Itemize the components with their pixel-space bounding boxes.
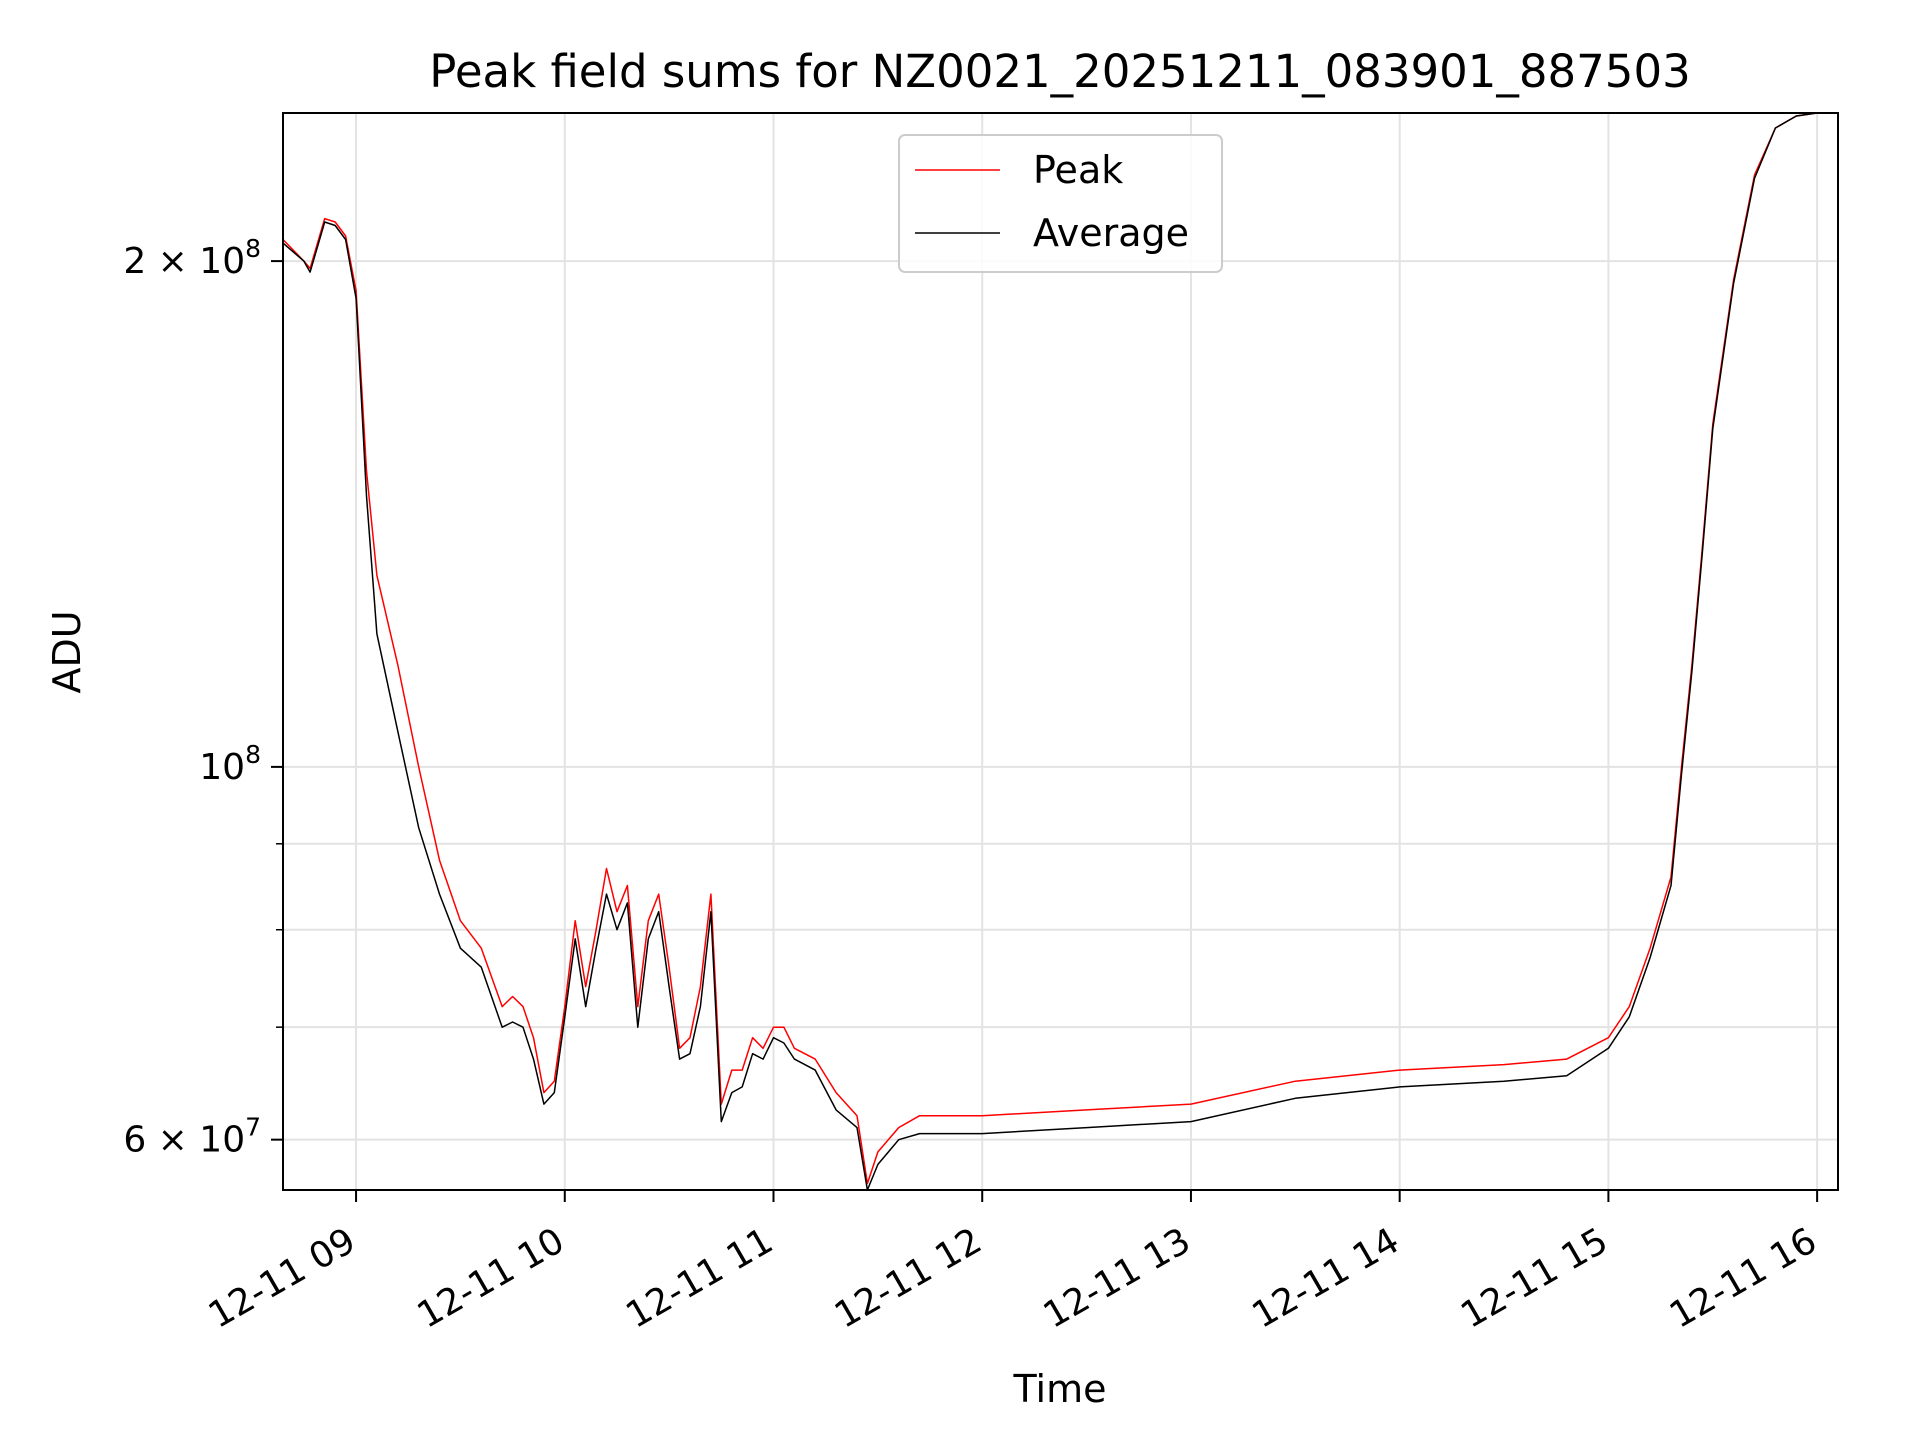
x-axis-title: Time (1013, 1367, 1107, 1411)
legend: Peak Average (898, 134, 1223, 273)
series-line-peak (282, 112, 1838, 1185)
y-tick-label-base: 6 × 10 (123, 1120, 245, 1161)
y-tick-label-exponent: 8 (245, 740, 261, 769)
y-tick-label: 6 × 107 (123, 1113, 261, 1161)
y-axis-title: ADU (45, 610, 89, 693)
y-tick-label: 2 × 108 (123, 234, 261, 282)
legend-peak-label: Peak (1033, 148, 1123, 192)
y-tick-label-exponent: 8 (245, 234, 261, 263)
series-layer (282, 112, 1838, 1191)
legend-average-label: Average (1033, 211, 1189, 255)
y-tick-label-exponent: 7 (245, 1113, 261, 1142)
plot-frame (282, 112, 1839, 1191)
y-tick-label: 108 (199, 740, 261, 788)
chart-title: Peak field sums for NZ0021_20251211_0839… (429, 45, 1690, 98)
series-line-average (282, 112, 1838, 1191)
y-tick-label-base: 2 × 10 (123, 241, 245, 282)
y-tick-label-base: 10 (199, 747, 245, 788)
